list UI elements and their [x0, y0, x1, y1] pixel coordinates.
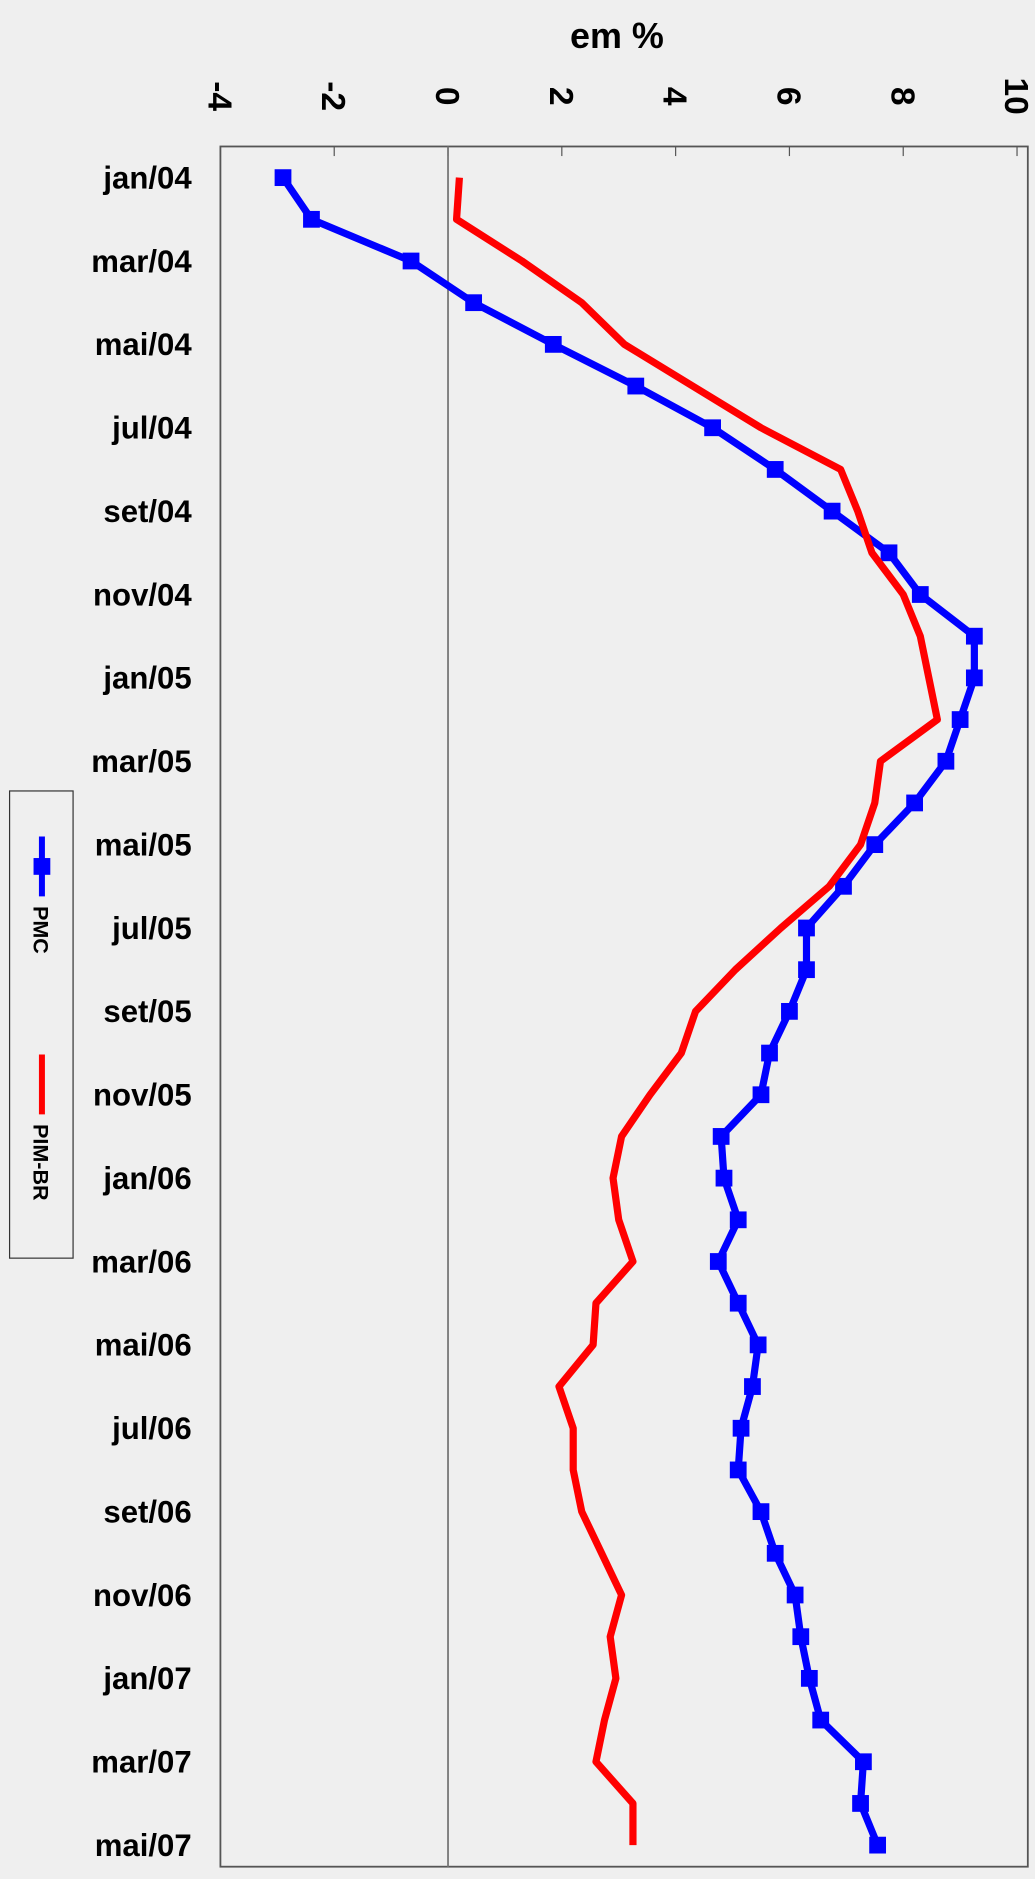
point-marker	[800, 1669, 818, 1687]
y-tick-label: jul/06	[111, 1411, 192, 1446]
series-line	[452, 177, 941, 1846]
y-tick-label: jul/04	[111, 411, 192, 446]
point-marker	[752, 1503, 770, 1521]
point-marker	[752, 1086, 770, 1104]
y-tick-label: mai/05	[95, 827, 192, 862]
point-marker	[786, 1586, 804, 1604]
y-tick-label: jan/06	[102, 1161, 191, 1196]
point-marker	[798, 919, 815, 937]
legend-label: PIM-BR	[29, 1124, 54, 1201]
y-tick-label: set/06	[103, 1494, 191, 1529]
point-marker	[965, 669, 983, 687]
y-tick-label: nov/04	[93, 577, 192, 612]
point-marker	[709, 1253, 727, 1270]
point-marker	[880, 544, 898, 562]
x-tick-label: 4	[656, 87, 693, 106]
x-tick-label: -2	[314, 81, 351, 111]
point-marker	[303, 210, 320, 228]
x-tick-label: 2	[542, 87, 579, 106]
point-marker	[866, 836, 884, 854]
point-marker	[749, 1336, 767, 1354]
point-marker	[465, 294, 483, 312]
x-tick-label: 0	[428, 87, 465, 106]
x-tick-label: 8	[883, 87, 920, 106]
y-tick-label: nov/06	[93, 1578, 192, 1613]
point-marker	[906, 794, 923, 812]
point-marker	[781, 1002, 798, 1020]
point-marker	[729, 1211, 747, 1229]
point-marker	[732, 1419, 750, 1437]
point-marker	[792, 1628, 810, 1646]
point-marker	[951, 711, 969, 728]
chart-title: em %	[570, 15, 664, 56]
point-marker	[835, 877, 852, 895]
point-marker	[823, 502, 841, 520]
legend-marker	[33, 858, 51, 875]
x-tick-label: -4	[200, 81, 237, 111]
point-marker	[544, 335, 562, 353]
y-tick-label: mar/04	[91, 244, 192, 279]
y-tick-label: jan/04	[102, 160, 192, 195]
x-tick-label: 6	[769, 87, 806, 106]
point-marker	[704, 419, 721, 437]
y-tick-label: set/04	[103, 494, 192, 529]
point-marker	[402, 252, 420, 270]
y-tick-label: mai/06	[95, 1328, 192, 1363]
y-tick-label: jan/05	[102, 661, 191, 696]
point-marker	[766, 461, 784, 478]
point-marker	[937, 752, 955, 770]
y-tick-label: mai/07	[95, 1828, 192, 1863]
point-marker	[766, 1544, 784, 1562]
legend-box	[8, 790, 74, 1259]
point-marker	[965, 627, 983, 645]
point-marker	[761, 1044, 778, 1062]
y-tick-label: mar/07	[91, 1745, 191, 1780]
point-marker	[855, 1753, 872, 1771]
point-marker	[852, 1795, 869, 1812]
point-marker	[812, 1711, 830, 1729]
y-tick-label: mai/04	[95, 327, 193, 362]
point-marker	[911, 586, 929, 603]
y-tick-label: mar/06	[91, 1244, 191, 1279]
y-tick-label: nov/05	[93, 1078, 192, 1113]
y-tick-label: set/05	[103, 994, 191, 1029]
legend-label: PMC	[29, 906, 54, 954]
y-tick-label: jan/07	[102, 1661, 191, 1696]
point-marker	[627, 377, 645, 395]
x-tick-label: 10	[997, 78, 1034, 115]
point-marker	[798, 961, 815, 979]
point-marker	[712, 1128, 730, 1145]
point-marker	[729, 1294, 747, 1312]
point-marker	[274, 169, 292, 187]
point-marker	[729, 1461, 747, 1479]
point-marker	[744, 1378, 761, 1395]
point-marker	[869, 1836, 887, 1854]
y-tick-label: mar/05	[91, 744, 191, 779]
point-marker	[715, 1169, 733, 1187]
plot-frame	[219, 145, 1029, 1868]
y-tick-label: jul/05	[111, 911, 192, 946]
